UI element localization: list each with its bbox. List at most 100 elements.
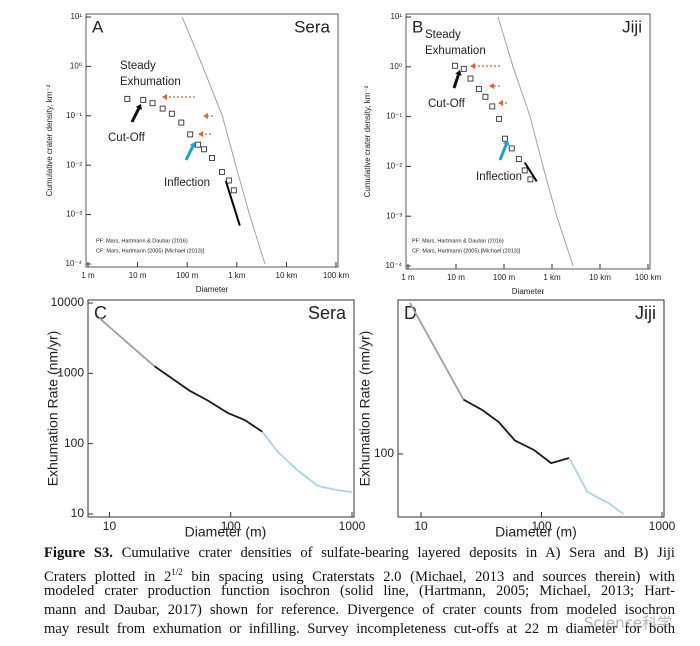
x-tick-label: 1 km — [543, 273, 561, 282]
x-axis-label: Diameter — [196, 285, 229, 294]
figure: 1 m 10 m 100 m 1 km 10 km 100 km 10⁻⁴ 10⁻³ 10⁻² 1… — [45, 12, 676, 540]
arrow-head — [470, 63, 475, 69]
plot-frame — [397, 299, 665, 518]
crater-point — [460, 65, 467, 72]
x-tick-label: 10 m — [447, 273, 465, 282]
data-line — [463, 398, 570, 465]
crater-point — [195, 141, 202, 148]
crater-point — [502, 135, 508, 142]
crater-point — [489, 103, 496, 110]
x-tick-label: 1000 — [339, 519, 366, 533]
crater-point — [187, 131, 194, 138]
x-tick-label: 100 — [531, 519, 551, 533]
y-tick-label: 10⁻³ — [66, 210, 82, 219]
y-tick-label: 100 — [64, 436, 84, 450]
caption-label: Figure S3. — [44, 545, 113, 561]
data-line — [523, 161, 538, 182]
arrow-head — [489, 83, 494, 89]
annotation: Cut-Off — [108, 132, 146, 144]
caption-line: mann and Daubar, 2017) shown for referen… — [44, 602, 675, 619]
y-tick-label: 10⁻¹ — [66, 111, 82, 120]
x-tick-label: 1000 — [649, 519, 676, 533]
x-tick-label: 10 m — [129, 271, 147, 280]
x-tick-label: 1 km — [228, 271, 246, 280]
crater-point — [168, 110, 175, 117]
panel-letter: B — [412, 17, 423, 36]
plot-frame — [405, 13, 651, 270]
crater-point — [515, 156, 522, 163]
caption-text: modeled crater production function isoch… — [44, 583, 675, 599]
y-tick-label: 10⁻⁴ — [65, 259, 82, 268]
arrow-head — [198, 131, 203, 137]
crater-point — [521, 167, 528, 174]
crater-point — [496, 115, 503, 122]
y-tick-label: 1000 — [57, 366, 84, 380]
y-tick-label: 10¹ — [70, 12, 82, 21]
crater-point — [209, 155, 215, 161]
panel-name: Jiji — [635, 303, 656, 323]
crater-point — [508, 145, 515, 152]
caption-line: Craters plotted in 21/2 bin spacing usin… — [44, 564, 675, 586]
x-tick-label: 100 km — [323, 271, 350, 280]
crater-point — [178, 119, 185, 126]
caption-line: modeled crater production function isoch… — [44, 583, 675, 600]
x-tick-label: 1 m — [81, 271, 95, 280]
annotation: Steady — [425, 29, 461, 41]
y-tick-label: 10⁻³ — [386, 211, 402, 220]
x-tick-label: 100 — [221, 519, 241, 533]
note: CF: Mars, Hartmann (2005) [Michael (2013… — [96, 248, 205, 254]
y-tick-label: 10⁰ — [390, 62, 402, 71]
y-tick-label: 10 — [71, 506, 85, 520]
panel-name: Sera — [308, 303, 347, 323]
data-line — [153, 365, 263, 433]
crater-point — [140, 96, 147, 103]
crater-point — [527, 176, 534, 183]
annotation: Exhumation — [120, 76, 181, 88]
panel-letter: C — [94, 303, 107, 323]
y-axis-label: Exhumation Rate (nm/yr) — [357, 331, 373, 487]
annotation: Exhumation — [425, 45, 486, 57]
caption-text: bin spacing using Craterstats 2.0 (Micha… — [191, 568, 675, 585]
crater-point — [149, 100, 156, 107]
note: PF: Mars, Hartmann & Daubar (2016) — [412, 238, 504, 244]
arrow-head — [503, 140, 510, 146]
crater-point — [451, 62, 458, 69]
y-tick-label: 100 — [374, 446, 394, 460]
arrow-shaft — [498, 143, 508, 161]
data-line — [98, 317, 156, 367]
data-line — [181, 16, 266, 265]
panel-name: Jiji — [622, 17, 642, 36]
arrow-head — [189, 142, 196, 148]
crater-point — [124, 95, 131, 102]
y-tick-label: 10¹ — [390, 12, 402, 21]
arrow-shaft — [452, 73, 461, 89]
y-tick-label: 10⁻⁴ — [385, 261, 402, 270]
data-line — [224, 180, 241, 226]
y-axis-label: Cumulative crater density, km⁻² — [45, 84, 54, 196]
panel-name: Sera — [294, 17, 330, 36]
annotation: Inflection — [476, 171, 522, 183]
x-axis-label: Diameter (m) — [185, 524, 267, 540]
crater-point — [159, 105, 166, 112]
x-tick-label: 10 km — [589, 273, 611, 282]
x-tick-label: 10 — [414, 519, 428, 533]
caption-sup: 1/2 — [171, 567, 183, 577]
y-tick-label: 10000 — [51, 295, 85, 309]
crater-point — [225, 177, 232, 184]
crater-point — [230, 187, 237, 194]
data-line — [409, 302, 465, 401]
caption-line: Figure S3. Cumulative crater densities o… — [44, 545, 675, 562]
y-tick-label: 10⁻² — [66, 160, 82, 169]
x-tick-label: 10 — [103, 519, 117, 533]
crater-point — [201, 146, 208, 153]
annotation: Steady — [120, 60, 156, 72]
plot-frame — [85, 13, 339, 268]
plot-frame — [87, 299, 355, 518]
note: PF: Mars, Hartmann & Daubar (2016) — [96, 238, 188, 244]
panel-letter: A — [92, 17, 104, 36]
note: CF: Mars, Hartmann (2005) [Michael (2013… — [412, 248, 521, 254]
x-tick-label: 100 m — [493, 273, 516, 282]
panel-letter: D — [404, 303, 417, 323]
arrow-shaft — [130, 106, 141, 123]
